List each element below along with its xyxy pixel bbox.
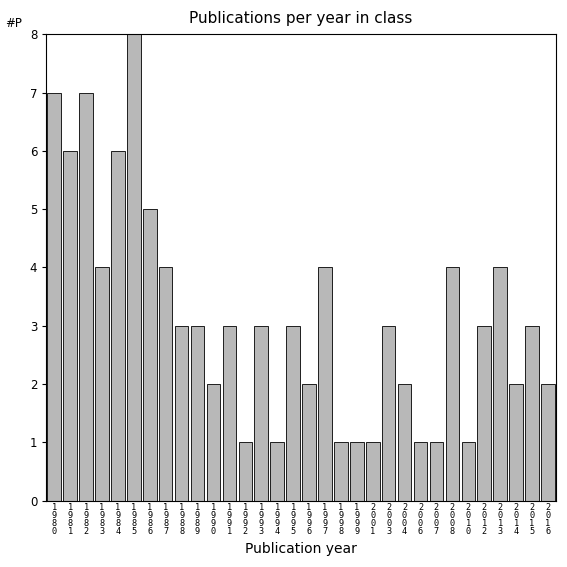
Bar: [525, 326, 539, 501]
Bar: [111, 151, 125, 501]
Bar: [318, 268, 332, 501]
Bar: [414, 442, 428, 501]
Bar: [175, 326, 188, 501]
Bar: [382, 326, 395, 501]
Bar: [541, 384, 555, 501]
Bar: [64, 151, 77, 501]
Bar: [270, 442, 284, 501]
Bar: [477, 326, 491, 501]
Text: #P: #P: [6, 16, 22, 29]
Bar: [286, 326, 300, 501]
Bar: [509, 384, 523, 501]
Bar: [334, 442, 348, 501]
Bar: [430, 442, 443, 501]
Bar: [398, 384, 412, 501]
Bar: [239, 442, 252, 501]
Bar: [207, 384, 220, 501]
Bar: [143, 209, 156, 501]
Bar: [462, 442, 475, 501]
Bar: [48, 92, 61, 501]
Bar: [493, 268, 507, 501]
Bar: [223, 326, 236, 501]
Bar: [302, 384, 316, 501]
Bar: [255, 326, 268, 501]
X-axis label: Publication year: Publication year: [245, 542, 357, 556]
Bar: [446, 268, 459, 501]
Bar: [95, 268, 109, 501]
Bar: [79, 92, 93, 501]
Bar: [350, 442, 363, 501]
Title: Publications per year in class: Publications per year in class: [189, 11, 413, 26]
Bar: [159, 268, 172, 501]
Bar: [127, 34, 141, 501]
Bar: [191, 326, 204, 501]
Bar: [366, 442, 379, 501]
